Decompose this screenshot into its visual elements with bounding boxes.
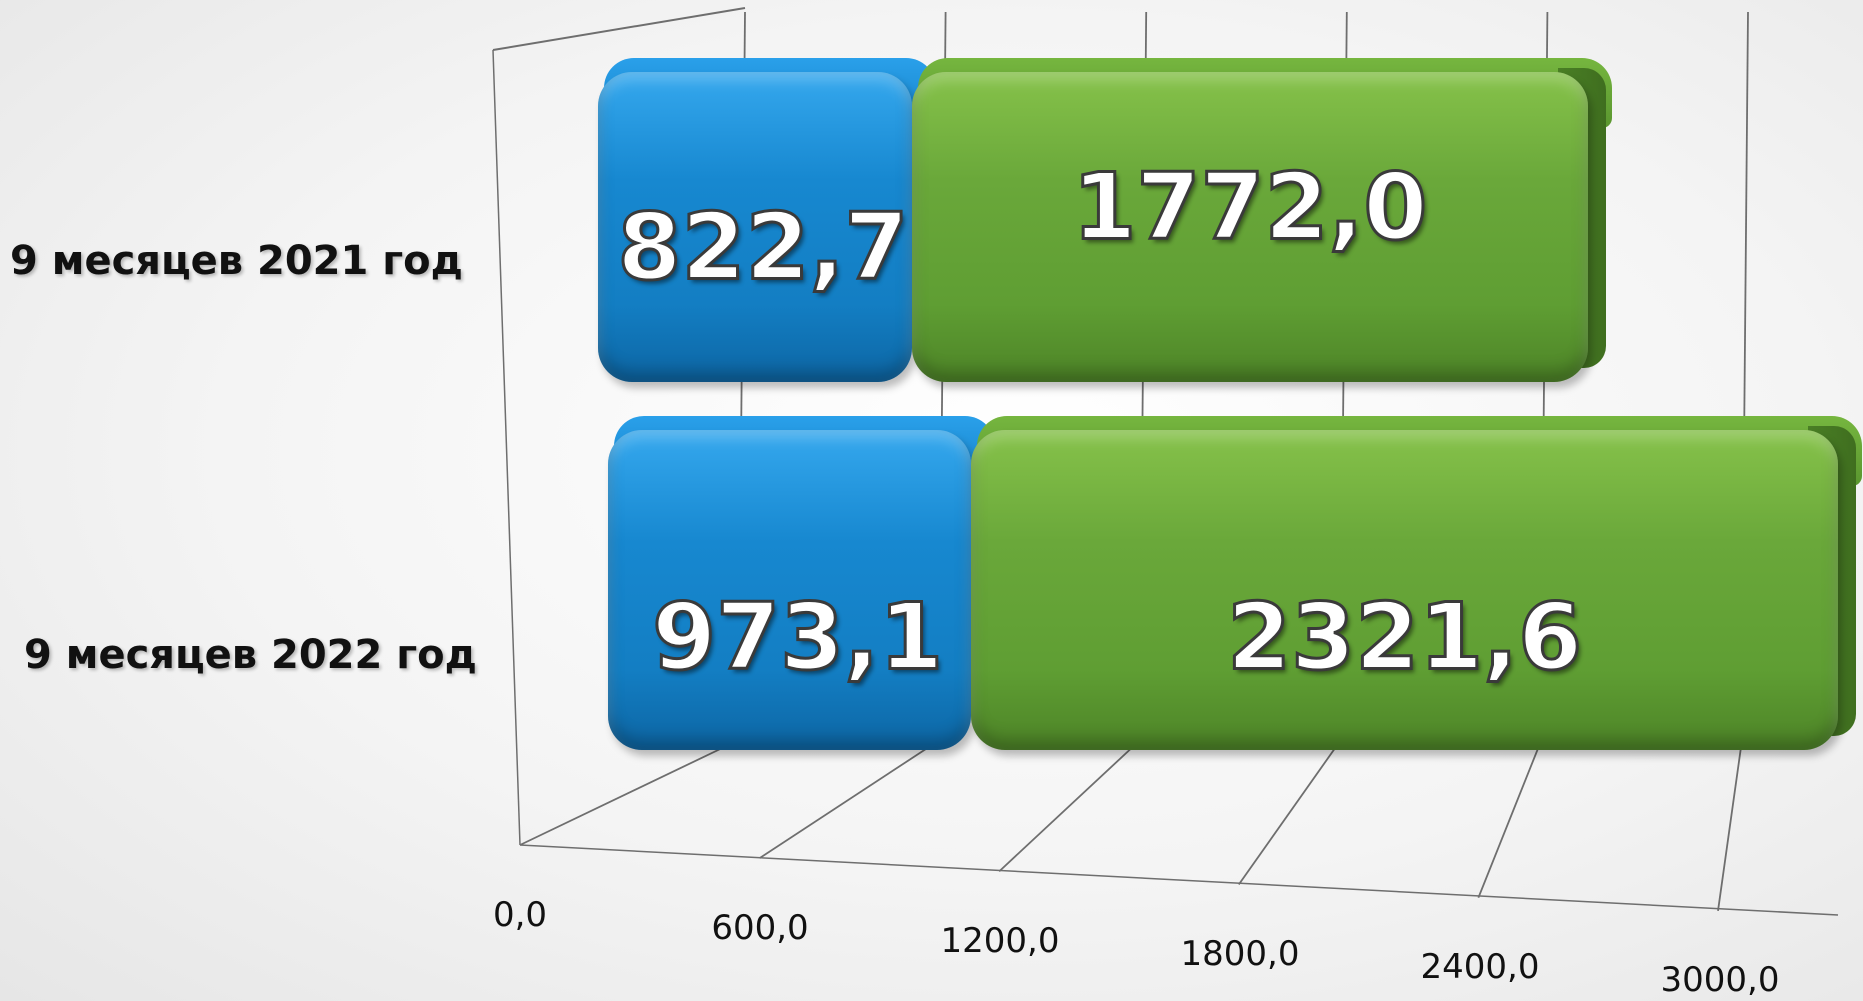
floor-gridline-4	[1477, 739, 1543, 899]
back-wall-top-edge	[492, 7, 746, 51]
data-label: 1772,0	[1071, 152, 1429, 262]
x-tick-label: 1200,0	[940, 921, 1060, 961]
data-label: 973,1	[651, 582, 945, 692]
floor-gridline-5	[1717, 739, 1743, 912]
category-label: 9 месяцев 2021 год	[10, 238, 463, 284]
x-tick-label: 0,0	[492, 895, 548, 935]
bar	[911, 72, 1588, 382]
x-tick-label: 1800,0	[1180, 934, 1300, 974]
floor-gridline-1	[759, 739, 941, 859]
data-label: 2321,6	[1226, 582, 1584, 692]
category-label: 9 месяцев 2022 год	[24, 632, 477, 678]
x-tick-label: 600,0	[711, 908, 809, 948]
floor-front-edge	[519, 844, 1839, 916]
bar	[608, 430, 972, 750]
floor-gridline-3	[1238, 739, 1342, 886]
floor-gridline-2	[998, 739, 1141, 873]
x-tick-label: 3000,0	[1660, 960, 1780, 1000]
floor-gridline-0	[519, 739, 740, 846]
bar	[971, 430, 1838, 750]
side-wall-edge	[492, 49, 521, 846]
data-label: 822,7	[616, 192, 910, 302]
bar	[598, 72, 912, 382]
x-tick-label: 2400,0	[1420, 947, 1540, 987]
